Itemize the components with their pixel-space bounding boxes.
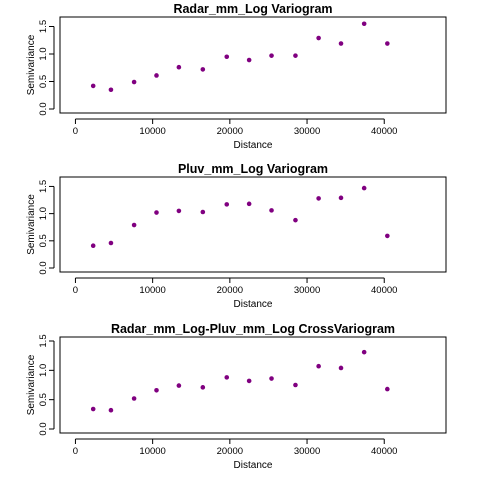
y-tick-label: 1.0 <box>38 47 49 60</box>
data-point <box>90 83 96 89</box>
y-tick-label: 0.5 <box>38 234 49 247</box>
data-point <box>200 209 206 215</box>
x-tick-label: 20000 <box>217 126 243 137</box>
data-point <box>200 385 206 390</box>
y-tick-label: 1.0 <box>38 207 49 220</box>
plot-frame <box>59 16 447 114</box>
data-point <box>108 240 114 246</box>
x-tick-label: 0 <box>73 446 78 457</box>
x-tick-label: 20000 <box>217 285 243 296</box>
y-tick-label: 0.0 <box>38 422 49 435</box>
data-point <box>316 196 321 201</box>
chart-panel-2: Pluv_mm_Log Variogram 0 10000 20000 30000 400… <box>26 162 447 310</box>
data-point <box>269 53 274 58</box>
data-point <box>176 208 182 214</box>
y-tick-label: 0.0 <box>38 102 49 115</box>
y-tick-label: 0.0 <box>38 261 49 274</box>
x-axis-label: Distance <box>234 140 273 151</box>
data-point <box>338 41 344 46</box>
data-point <box>361 349 367 355</box>
x-tick-label: 30000 <box>294 126 320 137</box>
x-tick-label: 10000 <box>139 126 165 137</box>
y-tick-label: 1.0 <box>38 364 49 377</box>
plot-frame <box>59 176 447 273</box>
data-point <box>224 202 230 207</box>
data-point <box>293 53 298 58</box>
chart-panel-1: Radar_mm_Log Variogram 0 10000 20000 30000 40… <box>26 2 447 151</box>
chart-title: Radar_mm_Log Variogram <box>173 2 332 16</box>
y-tick-label: 0.5 <box>38 393 49 406</box>
data-point <box>246 57 252 63</box>
data-point <box>131 222 137 228</box>
x-tick-label: 0 <box>73 285 78 296</box>
data-point <box>316 363 321 369</box>
x-tick-label: 30000 <box>294 446 320 457</box>
data-point <box>361 21 367 27</box>
data-point <box>385 386 390 392</box>
x-tick-label: 40000 <box>371 285 397 296</box>
data-point <box>246 201 252 207</box>
data-point <box>154 210 159 215</box>
chart-title: Radar_mm_Log-Pluv_mm_Log CrossVariogram <box>111 322 395 336</box>
x-tick-label: 10000 <box>139 285 165 296</box>
chart-title: Pluv_mm_Log Variogram <box>178 162 328 176</box>
data-point <box>131 79 137 85</box>
data-point <box>176 64 182 70</box>
x-axis-label: Distance <box>234 299 273 310</box>
data-point <box>224 54 230 60</box>
x-axis-label: Distance <box>234 460 273 471</box>
data-point <box>385 233 390 239</box>
data-point <box>293 217 298 223</box>
data-point <box>246 378 252 384</box>
data-point <box>154 387 159 393</box>
data-point <box>269 208 274 213</box>
data-point <box>90 243 96 249</box>
x-tick-label: 20000 <box>217 446 243 457</box>
x-tick-label: 40000 <box>371 126 397 137</box>
data-point <box>293 382 298 388</box>
y-axis-label: Semivariance <box>26 194 37 255</box>
data-point <box>90 406 96 412</box>
y-tick-label: 1.5 <box>38 334 49 347</box>
y-axis-label: Semivariance <box>26 34 37 95</box>
x-tick-label: 30000 <box>294 285 320 296</box>
data-point <box>108 87 114 93</box>
data-point <box>385 41 390 46</box>
data-point <box>108 407 114 413</box>
data-point <box>338 195 344 201</box>
data-point <box>338 365 344 371</box>
x-tick-label: 0 <box>73 126 78 137</box>
y-tick-label: 0.5 <box>38 75 49 88</box>
data-point <box>154 73 159 78</box>
chart-panel-3: Radar_mm_Log-Pluv_mm_Log CrossVariogram 0… <box>26 322 447 471</box>
y-tick-label: 1.5 <box>38 180 49 193</box>
y-axis-label: Semivariance <box>26 354 37 415</box>
x-tick-label: 10000 <box>139 446 165 457</box>
data-point <box>200 67 206 72</box>
data-point <box>361 185 367 191</box>
plot-frame <box>59 336 447 434</box>
x-tick-label: 40000 <box>371 446 397 457</box>
data-point <box>316 35 321 41</box>
data-point <box>176 383 182 388</box>
data-point <box>269 376 274 381</box>
data-point <box>131 396 137 401</box>
y-tick-label: 1.5 <box>38 20 49 33</box>
data-point <box>224 375 230 380</box>
